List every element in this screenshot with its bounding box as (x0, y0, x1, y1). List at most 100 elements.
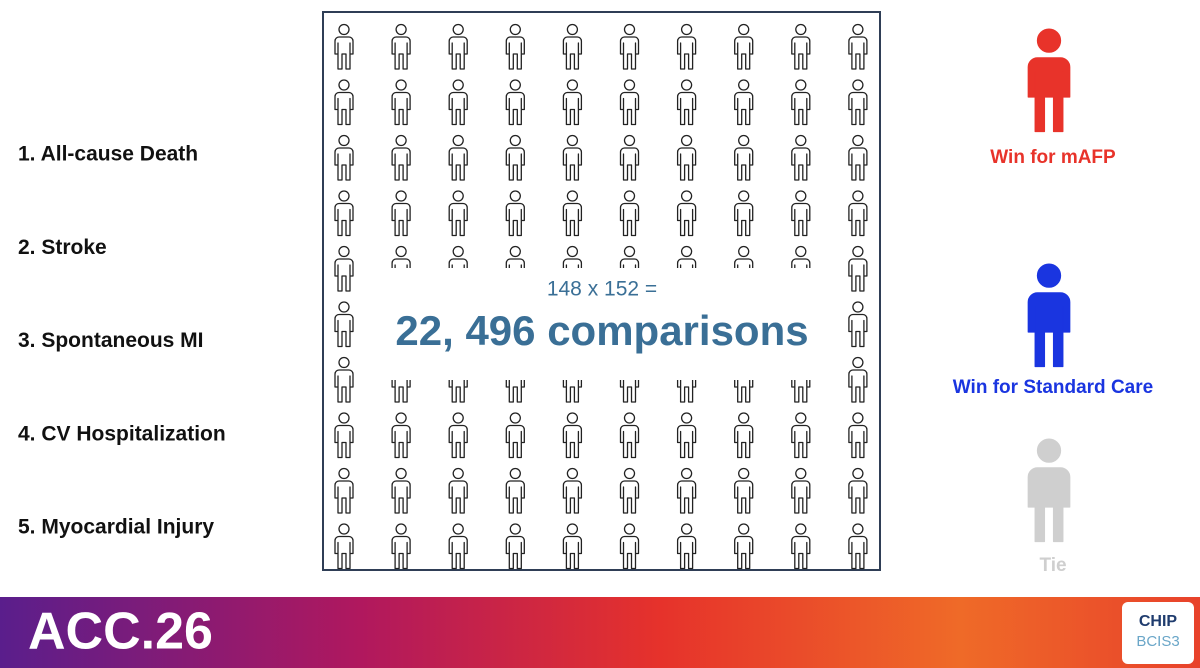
person-head (623, 245, 636, 258)
person-body (334, 91, 354, 126)
footer-band (0, 597, 1200, 668)
person-head (395, 245, 407, 258)
person-body (391, 480, 411, 514)
person-head (852, 190, 864, 202)
person-body (676, 535, 697, 570)
person-body (619, 535, 640, 570)
person-head (395, 134, 407, 147)
person-body (676, 36, 697, 70)
person-head (452, 245, 464, 258)
legend-label: Win for Standard Care (953, 377, 1153, 398)
person-body (505, 202, 525, 237)
person-head (338, 301, 350, 313)
person-body (448, 147, 468, 181)
person-head (623, 79, 636, 91)
person-body (791, 147, 811, 181)
person-head (680, 245, 693, 258)
person-body (391, 36, 411, 70)
person-head (795, 412, 807, 424)
person-body (562, 424, 583, 459)
person-head (395, 190, 407, 202)
person-head (452, 79, 464, 91)
person-head (338, 523, 350, 535)
person-head (509, 79, 521, 91)
person-head (452, 190, 464, 202)
person-head (852, 79, 864, 91)
person-body (848, 91, 868, 126)
person-head (566, 467, 579, 480)
person-head (566, 134, 579, 147)
person-head (680, 523, 693, 535)
person-body (334, 258, 354, 292)
person-head (795, 523, 807, 535)
person-head (452, 23, 464, 36)
person-body (562, 147, 583, 181)
person-body (791, 91, 811, 126)
person-head (623, 523, 636, 535)
person-body (676, 91, 697, 126)
person-body (391, 91, 411, 126)
person-head (680, 467, 693, 480)
person-head (509, 190, 521, 202)
person-body (334, 480, 354, 514)
person-body (734, 424, 754, 459)
outcome-item: 3. Spontaneous MI (18, 329, 204, 352)
person-head (338, 190, 350, 202)
person-head (738, 23, 750, 36)
person-body (505, 91, 525, 126)
person-head (509, 23, 521, 36)
person-head (852, 356, 864, 369)
logo-bottom: BCIS3 (1136, 633, 1179, 650)
person-body (734, 202, 754, 237)
person-head (566, 523, 579, 535)
person-body (619, 147, 640, 181)
person-head (509, 523, 521, 535)
person-body (676, 202, 697, 237)
person-head (338, 412, 350, 424)
person-head (566, 190, 579, 202)
person-head (623, 467, 636, 480)
person-body (619, 36, 640, 70)
person-head (623, 412, 636, 424)
outcome-item: 5. Myocardial Injury (18, 516, 214, 539)
legend: Win for mAFP Win for Standard Care Tie (953, 28, 1153, 576)
headline: 22, 496 comparisons (395, 307, 808, 354)
person-body (562, 480, 583, 514)
person-body (619, 202, 640, 237)
person-body (619, 91, 640, 126)
person-body (734, 36, 754, 70)
person-body (619, 480, 640, 514)
footer-brand: ACC.26 (28, 603, 213, 661)
person-body (1027, 57, 1071, 133)
person-head (395, 467, 407, 480)
person-head (852, 523, 864, 535)
person-body (448, 535, 468, 570)
person-head (338, 245, 350, 258)
person-body (562, 36, 583, 70)
person-head (795, 23, 807, 36)
person-head (509, 467, 521, 480)
person-body (391, 147, 411, 181)
person-head (738, 134, 750, 147)
person-head (852, 412, 864, 424)
person-body (1027, 292, 1071, 368)
text-mask (364, 268, 836, 380)
person-head (623, 190, 636, 202)
person-head (738, 190, 750, 202)
person-body (848, 202, 868, 237)
person-body (505, 480, 525, 514)
person-body (505, 36, 525, 70)
person-head (680, 134, 693, 147)
person-body (848, 535, 868, 570)
person-head (738, 467, 750, 480)
person-body (448, 424, 468, 459)
person-body (734, 535, 754, 570)
person-body (791, 202, 811, 237)
person-head (566, 23, 579, 36)
outcome-item: 1. All-cause Death (18, 143, 198, 166)
person-body (334, 369, 354, 403)
person-head (738, 412, 750, 424)
equation: 148 x 152 = (547, 278, 657, 301)
